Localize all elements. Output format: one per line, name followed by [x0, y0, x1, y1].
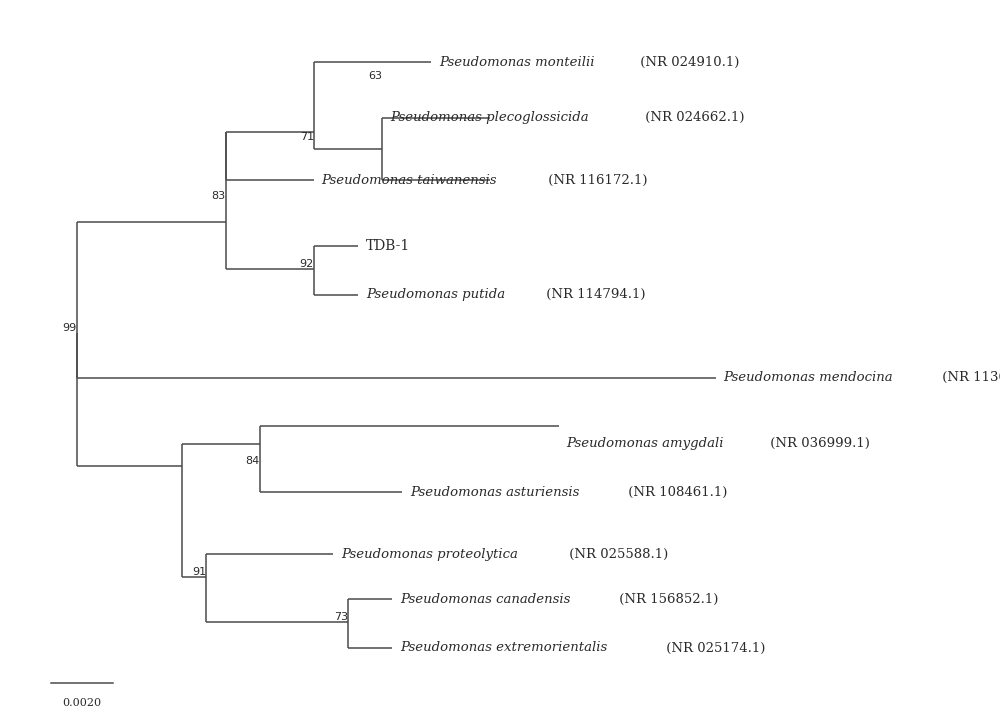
Text: 71: 71 [300, 132, 314, 142]
Text: (NR 113649.1): (NR 113649.1) [938, 371, 1000, 384]
Text: (NR 024662.1): (NR 024662.1) [641, 112, 745, 124]
Text: Pseudomonas taiwanensis: Pseudomonas taiwanensis [322, 174, 497, 187]
Text: 91: 91 [192, 566, 206, 577]
Text: Pseudomonas monteilii: Pseudomonas monteilii [439, 56, 595, 69]
Text: 0.0020: 0.0020 [62, 698, 102, 707]
Text: Pseudomonas mendocina: Pseudomonas mendocina [723, 371, 893, 384]
Text: Pseudomonas proteolytica: Pseudomonas proteolytica [341, 548, 518, 561]
Text: 99: 99 [62, 322, 77, 333]
Text: Pseudomonas putida: Pseudomonas putida [366, 288, 505, 301]
Text: TDB-1: TDB-1 [366, 239, 410, 253]
Text: (NR 024910.1): (NR 024910.1) [636, 56, 739, 69]
Text: Pseudomonas canadensis: Pseudomonas canadensis [400, 593, 570, 606]
Text: (NR 025174.1): (NR 025174.1) [662, 641, 765, 655]
Text: 63: 63 [368, 71, 382, 81]
Text: 83: 83 [211, 191, 226, 201]
Text: Pseudomonas extremorientalis: Pseudomonas extremorientalis [400, 641, 607, 655]
Text: 92: 92 [300, 259, 314, 269]
Text: (NR 116172.1): (NR 116172.1) [544, 174, 647, 187]
Text: (NR 108461.1): (NR 108461.1) [624, 486, 727, 498]
Text: (NR 036999.1): (NR 036999.1) [766, 437, 870, 450]
Text: (NR 114794.1): (NR 114794.1) [542, 288, 645, 301]
Text: Pseudomonas amygdali: Pseudomonas amygdali [567, 437, 724, 450]
Text: (NR 025588.1): (NR 025588.1) [565, 548, 668, 561]
Text: (NR 156852.1): (NR 156852.1) [615, 593, 719, 606]
Text: Pseudomonas plecoglossicida: Pseudomonas plecoglossicida [390, 112, 589, 124]
Text: Pseudomonas asturiensis: Pseudomonas asturiensis [410, 486, 579, 498]
Text: 73: 73 [334, 612, 348, 622]
Text: 84: 84 [246, 456, 260, 466]
